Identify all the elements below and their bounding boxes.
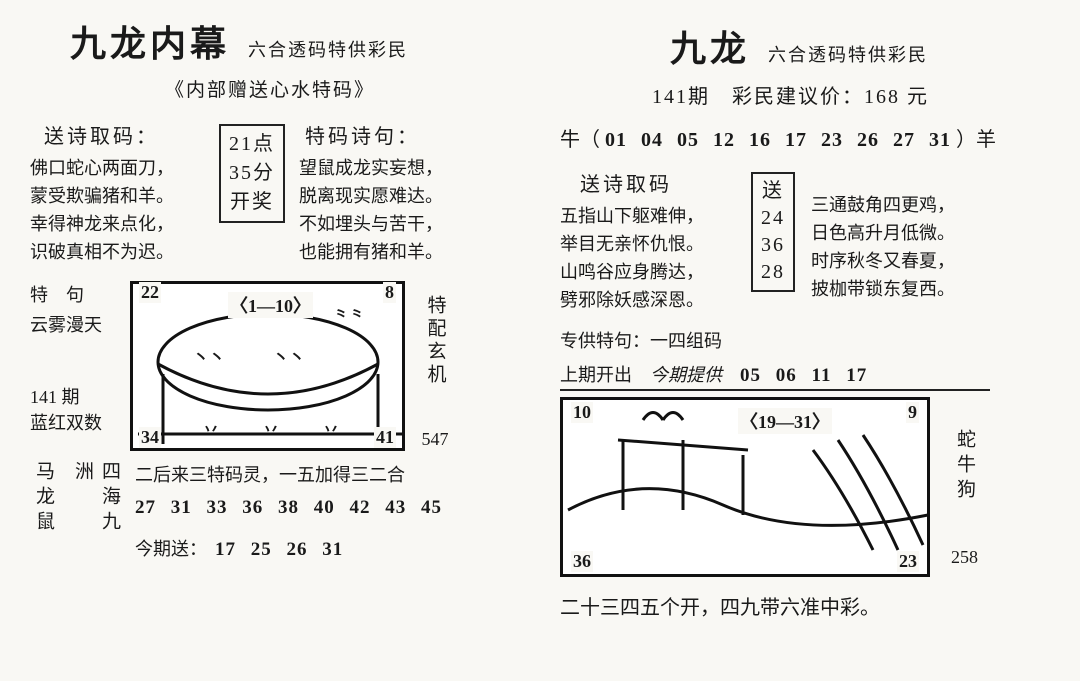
- right-right-num: 258: [942, 547, 987, 568]
- left-bottom: 马龙鼠 四海九洲 二后来三特码灵，一五加得三二合 27 31 33 36 38 …: [30, 461, 510, 561]
- deco-grass: 丷: [323, 416, 339, 440]
- left-col-c: 141 期: [30, 383, 120, 409]
- right-poem-row: 送诗取码 五指山下躯难伸， 举目无亲怀仇恨。 山鸣谷应身腾达， 劈邪除妖感深恩。…: [560, 168, 1050, 315]
- right-drawing-row: 10 9 36 23 〈19—31〉 蛇牛狗 258: [560, 397, 1050, 577]
- left-drawing: 22 8 34 41 〈1—10〉 丶丶 丶丶 ⺀⺀ 丷 丷 丷: [130, 281, 405, 451]
- left-send-nums: 17 25 26 31: [215, 539, 343, 561]
- right-draw-bl: 36: [571, 551, 593, 572]
- left-tag: 六合透码特供彩民: [248, 36, 408, 62]
- right-special-line: 专供特句：一四组码: [560, 327, 1050, 353]
- left-center-box: 21点 35分 开奖: [219, 124, 285, 223]
- left-subtitle: 《内部赠送心水特码》: [30, 75, 510, 102]
- right-draw-tl: 10: [571, 402, 593, 423]
- deco-grass: ⺀⺀: [333, 302, 365, 326]
- right-poem-label: 送诗取码: [560, 168, 735, 197]
- left-poem-row: 送诗取码： 佛口蛇心两面刀， 蒙受欺骗猪和羊。 幸得神龙来点化， 识破真相不为迟…: [30, 120, 510, 267]
- right-draw-br: 23: [897, 551, 919, 572]
- left-bottom-vert2: 四海九洲: [69, 461, 123, 551]
- left-right-col: 特配玄机: [422, 281, 449, 401]
- left-drawing-leftcol: 特 句 云雾漫天 141 期 蓝红双数: [30, 281, 120, 435]
- left-poem-right-block: 特码诗句： 望鼠成龙实妄想， 脱离现实愿难达。 不如埋头与苦干， 也能拥有猪和羊…: [299, 120, 484, 267]
- right-draw-tr: 9: [906, 402, 919, 423]
- left-drawing-rightcol: 特配玄机 547: [415, 281, 455, 450]
- left-col-d: 蓝红双数: [30, 409, 120, 435]
- right-poem-right-block: 三通鼓角四更鸡， 日色高升月低微。 时序秋冬又春夏， 披枷带锁东复西。: [811, 168, 996, 304]
- right-title-line: 九龙 六合透码特供彩民: [670, 20, 1050, 72]
- left-drawing-row: 特 句 云雾漫天 141 期 蓝红双数 22 8 34 41 〈1—10〉 丶丶…: [30, 281, 510, 451]
- left-page: 九龙内幕 六合透码特供彩民 《内部赠送心水特码》 送诗取码： 佛口蛇心两面刀， …: [30, 15, 510, 561]
- right-right-col: 蛇牛狗: [951, 407, 978, 527]
- zodiac-nums: 01 04 05 12 16 17 23 26 27 31: [605, 129, 951, 151]
- left-poem-left-block: 送诗取码： 佛口蛇心两面刀， 蒙受欺骗猪和羊。 幸得神龙来点化， 识破真相不为迟…: [30, 120, 205, 267]
- deco-grass: 丶丶: [273, 344, 305, 368]
- zodiac-pre: 牛（: [560, 129, 600, 151]
- right-title: 九龙: [670, 20, 750, 72]
- left-draw-br: 41: [374, 427, 396, 448]
- left-title: 九龙内幕: [70, 15, 230, 67]
- left-couplet: 二后来三特码灵，一五加得三二合: [135, 461, 442, 487]
- left-bottom-main: 二后来三特码灵，一五加得三二合 27 31 33 36 38 40 42 43 …: [135, 461, 442, 561]
- right-drawing: 10 9 36 23 〈19—31〉: [560, 397, 930, 577]
- right-center-box: 送 24 36 28: [751, 172, 795, 292]
- left-poem-label-l: 送诗取码：: [30, 120, 205, 149]
- left-draw-tl: 22: [139, 282, 161, 303]
- left-right-num: 547: [415, 429, 455, 450]
- right-zodiac-line: 牛（ 01 04 05 12 16 17 23 26 27 31 ）羊: [560, 123, 1050, 152]
- right-bottom: 二十三四五个开，四九带六准中彩。: [560, 591, 1050, 620]
- deco-grass: 丶丶: [193, 344, 225, 368]
- right-drawing-rightcol: 蛇牛狗 258: [942, 397, 987, 568]
- left-poem-r: 望鼠成龙实妄想， 脱离现实愿难达。 不如埋头与苦干， 也能拥有猪和羊。: [299, 155, 484, 267]
- left-poem-l: 佛口蛇心两面刀， 蒙受欺骗猪和羊。 幸得神龙来点化， 识破真相不为迟。: [30, 155, 205, 267]
- deco-grass: 丷: [263, 416, 279, 440]
- right-tag: 六合透码特供彩民: [768, 41, 928, 67]
- right-poem-left-block: 送诗取码 五指山下躯难伸， 举目无亲怀仇恨。 山鸣谷应身腾达， 劈邪除妖感深恩。: [560, 168, 735, 315]
- right-poem-r: 三通鼓角四更鸡， 日色高升月低微。 时序秋冬又春夏， 披枷带锁东复西。: [811, 192, 996, 304]
- right-this-nums: 05 06 11 17: [740, 365, 867, 387]
- left-draw-range: 〈1—10〉: [228, 292, 313, 318]
- left-send-row: 今期送： 17 25 26 31: [135, 535, 442, 561]
- left-bottom-vert1: 马龙鼠: [30, 461, 57, 551]
- zodiac-post: ）羊: [956, 129, 996, 151]
- right-page: 九龙 六合透码特供彩民 141期 彩民建议价：168 元 牛（ 01 04 05…: [560, 20, 1050, 620]
- right-poem-l: 五指山下躯难伸， 举目无亲怀仇恨。 山鸣谷应身腾达， 劈邪除妖感深恩。: [560, 203, 735, 315]
- left-col-a: 特 句: [30, 281, 120, 307]
- right-this-label: 今期提供: [650, 361, 722, 387]
- left-poem-label-r: 特码诗句：: [299, 120, 484, 149]
- left-draw-bl: 34: [139, 427, 161, 448]
- left-num-row: 27 31 33 36 38 40 42 43 45: [135, 497, 442, 519]
- right-prev-this: 上期开出 今期提供 05 06 11 17: [560, 361, 990, 391]
- left-send-label: 今期送：: [135, 535, 207, 561]
- left-title-line: 九龙内幕 六合透码特供彩民: [70, 15, 510, 67]
- right-issue: 141期 彩民建议价：168 元: [652, 80, 1050, 109]
- left-draw-tr: 8: [383, 282, 396, 303]
- left-col-b: 云雾漫天: [30, 311, 120, 337]
- right-draw-range: 〈19—31〉: [738, 408, 832, 434]
- right-prev-label: 上期开出: [560, 361, 632, 387]
- deco-grass: 丷: [203, 416, 219, 440]
